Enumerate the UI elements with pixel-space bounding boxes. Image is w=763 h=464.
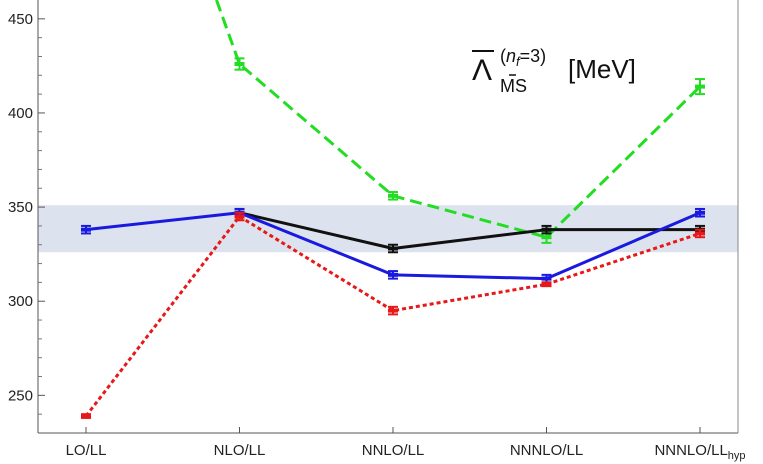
- annotation-subscript: MS: [500, 76, 527, 96]
- series-0-point: [388, 193, 398, 198]
- series-2-point: [695, 210, 705, 215]
- x-tick-label: NNLO/LL: [362, 442, 425, 459]
- series-0-line: [215, 0, 702, 239]
- x-tick-label: NLO/LL: [214, 442, 266, 459]
- y-tick-label: 350: [8, 199, 33, 216]
- x-tick-label: LO/LL: [66, 442, 107, 459]
- series-3-point: [234, 214, 245, 219]
- series-1-line: [239, 211, 700, 251]
- series-3-point: [388, 308, 398, 313]
- series-2-point: [81, 227, 91, 232]
- annotation-unit: [MeV]: [568, 54, 636, 84]
- x-tick-label: NNNLO/LLhyp: [654, 442, 745, 462]
- series-2-point: [541, 276, 552, 281]
- lambda-annotation: Λ (nf=3) MS [MeV]: [472, 46, 636, 96]
- y-tick-label: 450: [8, 11, 33, 28]
- x-tick-label: NNNLO/LL: [510, 442, 583, 459]
- plot-frame: [37, 0, 739, 434]
- series-1-point: [388, 246, 398, 251]
- y-tick-label: 400: [8, 105, 33, 122]
- series-0-point: [234, 62, 245, 67]
- series-0-point: [695, 84, 705, 89]
- series-3-point: [695, 231, 705, 236]
- y-tick-label: 250: [8, 387, 33, 404]
- series-1-point: [541, 227, 552, 232]
- annotation-superscript: (nf=3): [500, 46, 546, 69]
- y-tick-label: 300: [8, 293, 33, 310]
- series-0-point: [541, 235, 552, 240]
- tick-layer: 250 300 350 400 450 LO/LL NLO/LL NNLO/LL NNNLO/L…: [8, 11, 746, 462]
- annotation-symbol: Λ: [472, 54, 492, 87]
- series-3-point: [81, 414, 91, 419]
- series-2-point: [388, 272, 398, 277]
- series-layer: [81, 0, 705, 419]
- series-3-point: [541, 282, 552, 287]
